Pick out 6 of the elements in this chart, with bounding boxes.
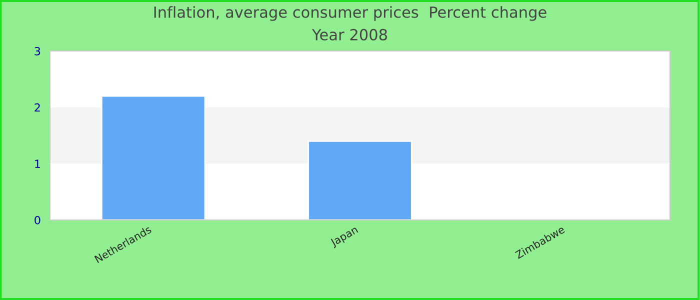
y-tick-label: 2 [34, 103, 40, 112]
y-tick-label: 1 [35, 160, 40, 168]
y-tick-label: 0 [34, 216, 40, 224]
y-tick-label: 3 [34, 46, 40, 56]
chart-title: Inflation, average consumer prices Percent change [154, 6, 546, 21]
chart-subtitle: Year 2008 [312, 28, 387, 40]
